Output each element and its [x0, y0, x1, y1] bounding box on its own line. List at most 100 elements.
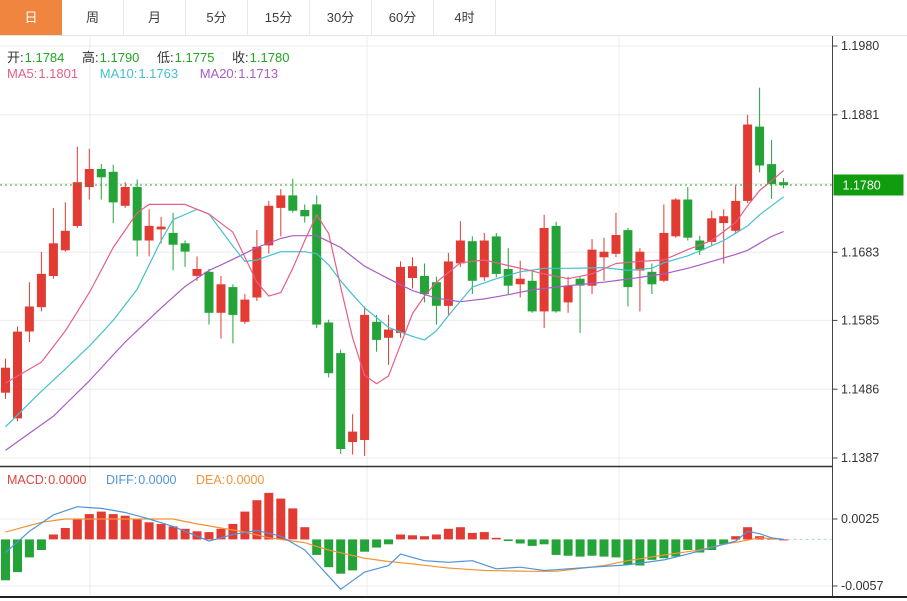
candle	[72, 182, 82, 226]
candle	[108, 171, 118, 203]
candle	[84, 169, 94, 188]
axis-tick-label: 1.1683	[841, 246, 879, 260]
diff-value: 0.0000	[138, 473, 177, 487]
candle	[719, 216, 729, 224]
candle	[563, 285, 573, 303]
candle	[527, 280, 537, 312]
candle	[539, 228, 549, 312]
candle	[36, 273, 46, 308]
candle	[216, 284, 226, 313]
ma-legend: MA5:1.1801 MA10:1.1763 MA20:1.1713	[7, 66, 292, 81]
candle	[264, 205, 274, 246]
axis-tick-label: 1.1387	[841, 451, 879, 465]
tab-month[interactable]: 月	[124, 0, 186, 35]
axis	[0, 35, 907, 598]
candle	[360, 314, 370, 440]
candle	[1, 367, 10, 393]
candle	[348, 431, 358, 442]
ma20-value: 1.1713	[238, 66, 279, 81]
candle	[120, 187, 130, 206]
ohlc-legend: 开:1.1784 高:1.1790 低:1.1775 收:1.1780	[7, 47, 303, 66]
close-label: 收:	[232, 50, 249, 65]
candle	[671, 199, 681, 237]
open-value: 1.1784	[24, 50, 65, 65]
open-label: 开:	[7, 50, 24, 65]
candle	[408, 266, 417, 278]
candle	[623, 230, 633, 288]
diff-label: DIFF:	[106, 473, 138, 487]
candle	[204, 271, 214, 313]
candle	[288, 195, 298, 211]
candle	[96, 169, 106, 178]
low-value: 1.1775	[174, 50, 215, 65]
candle	[731, 200, 741, 231]
high-label: 高:	[82, 50, 99, 65]
candle	[372, 321, 382, 340]
axis-tick-label: 0.0025	[841, 512, 879, 526]
ma5-value: 1.1801	[38, 66, 79, 81]
tab-60min[interactable]: 60分	[372, 0, 434, 35]
candle	[767, 164, 777, 185]
price-tag-value: 1.1780	[843, 179, 881, 193]
close-value: 1.1780	[249, 50, 290, 65]
tab-5min[interactable]: 5分	[186, 0, 248, 35]
candle	[336, 353, 346, 449]
diff-line	[5, 506, 784, 590]
dea-value: 0.0000	[226, 473, 265, 487]
candle	[312, 204, 322, 325]
candle	[455, 240, 465, 264]
axis-tick-label: 1.1980	[841, 39, 879, 53]
tab-day[interactable]: 日	[0, 0, 62, 35]
candle	[743, 124, 753, 201]
candle	[599, 251, 609, 258]
ma20-label: MA20:	[199, 66, 238, 81]
macd-label: MACD:	[7, 473, 48, 487]
candle	[443, 261, 453, 306]
candle	[180, 243, 190, 252]
candle	[575, 278, 585, 286]
tab-4hour[interactable]: 4时	[434, 0, 496, 35]
high-value: 1.1790	[99, 50, 140, 65]
candle	[479, 240, 489, 278]
dea-line	[5, 518, 784, 572]
macd-histogram	[1, 492, 789, 581]
ma5-line	[5, 169, 784, 385]
dea-label: DEA:	[195, 473, 226, 487]
candle	[431, 282, 441, 306]
candle	[659, 232, 669, 281]
candle	[228, 287, 238, 315]
axis-tick-label: -0.0057	[841, 579, 883, 593]
low-label: 低:	[157, 50, 174, 65]
tab-30min[interactable]: 30分	[310, 0, 372, 35]
candle	[611, 235, 621, 254]
candle	[192, 269, 202, 276]
ma10-label: MA10:	[99, 66, 138, 81]
candle	[491, 236, 501, 274]
candle	[755, 126, 765, 166]
candle	[420, 276, 429, 295]
ma5-label: MA5:	[7, 66, 38, 81]
macd-value: 0.0000	[48, 473, 87, 487]
candle	[707, 218, 717, 242]
candle	[515, 278, 525, 285]
price-tag: 1.1780	[833, 174, 904, 196]
candle	[144, 225, 154, 241]
candle	[324, 322, 334, 374]
candle	[396, 266, 405, 333]
candle	[60, 230, 70, 251]
candle	[647, 271, 657, 285]
tab-15min[interactable]: 15分	[248, 0, 310, 35]
candle	[48, 243, 58, 276]
candle	[276, 195, 286, 208]
macd-legend: MACD:0.0000 DIFF:0.0000 DEA:0.0000	[7, 473, 278, 487]
candle	[168, 232, 178, 245]
candle	[683, 199, 693, 238]
candle	[156, 226, 166, 230]
axis-tick-label: 1.1881	[841, 108, 879, 122]
candle	[13, 331, 22, 419]
ma10-value: 1.1763	[138, 66, 179, 81]
candle	[779, 182, 789, 185]
tab-week[interactable]: 周	[62, 0, 124, 35]
